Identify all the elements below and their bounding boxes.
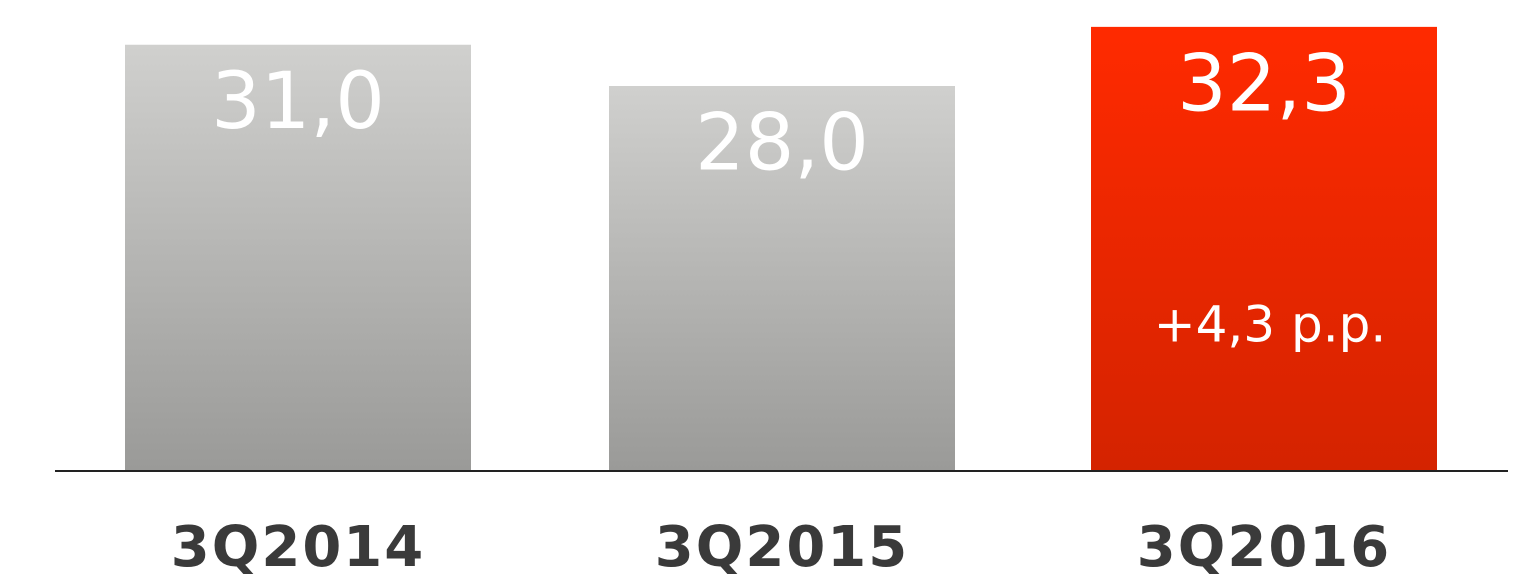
bar [125,44,471,471]
x-tick-label: 3Q2014 [171,515,425,580]
bar [1091,26,1437,471]
annotation: +4,3 p.p. [1154,296,1387,354]
value-label: 32,3 [1177,39,1351,129]
bar [609,86,955,471]
value-label: 31,0 [211,57,385,147]
x-tick-label: 3Q2016 [1137,515,1391,580]
value-label: 28,0 [695,98,869,188]
x-tick-label: 3Q2015 [655,515,909,580]
